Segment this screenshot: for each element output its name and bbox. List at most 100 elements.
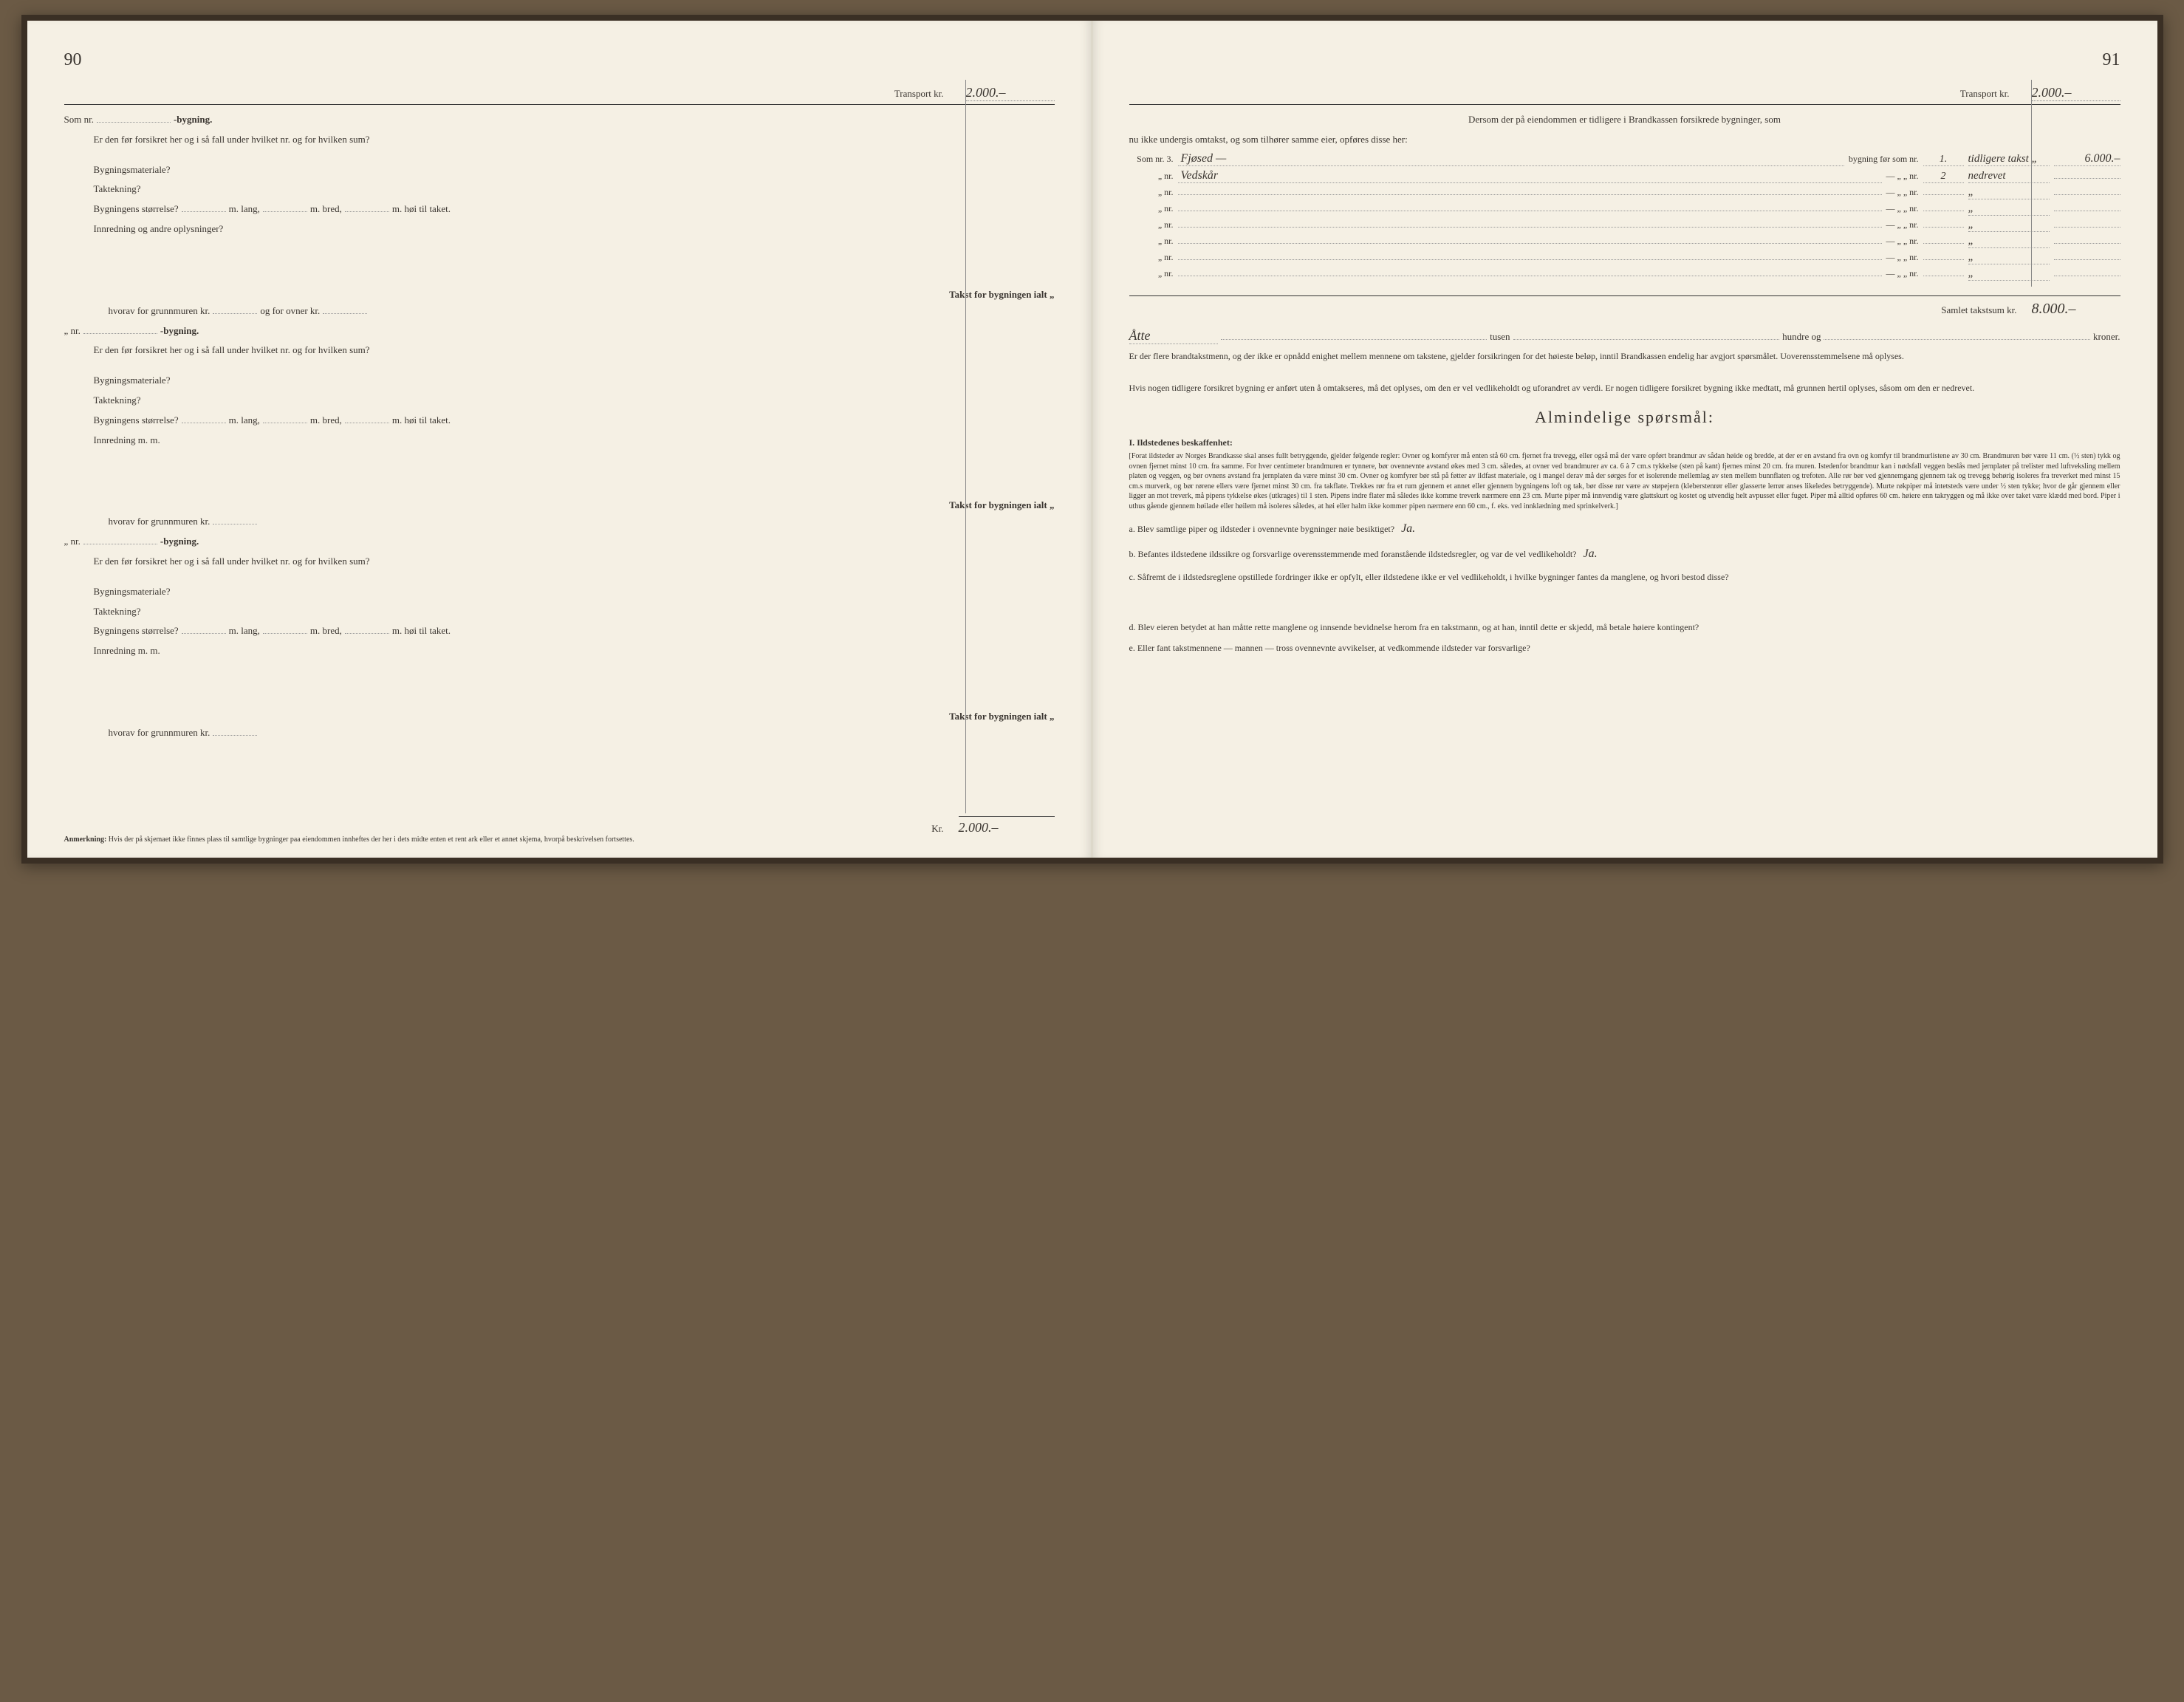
row-amount xyxy=(2054,178,2120,179)
storrelse-line: Bygningens størrelse? m. lang, m. bred, … xyxy=(64,202,1055,217)
row-amount: 6.000.– xyxy=(2054,152,2120,166)
para-tidligere: Hvis nogen tidligere forsikret bygning e… xyxy=(1129,382,2120,394)
qa-b-text: b. Befantes ildstedene ildssikre og fors… xyxy=(1129,549,1577,559)
m-hoi: m. høi til taket. xyxy=(392,202,451,217)
page-left: 90 Transport kr. 2.000.– Som nr. -bygnin… xyxy=(27,21,1092,858)
transport-label: Transport kr. xyxy=(894,88,944,100)
row-nr-label: „ nr. xyxy=(1129,171,1174,182)
som-nr-line: Som nr. -bygning. xyxy=(64,112,1055,128)
qa-d: d. Blev eieren betydet at han måtte rett… xyxy=(1129,621,2120,634)
row-amount xyxy=(2054,227,2120,228)
row-takst: „ xyxy=(1968,186,2050,199)
row-nr-label: „ nr. xyxy=(1129,203,1174,214)
taktekning: Taktekning? xyxy=(64,182,1055,197)
footnote-text: Hvis der på skjemaet ikke finnes plass t… xyxy=(109,835,634,844)
building-row: „ nr.— „ „ nr.„ xyxy=(1129,251,2120,264)
row-desc: Fjøsed — xyxy=(1178,152,1844,166)
row-amount xyxy=(2054,259,2120,260)
column-rule xyxy=(965,80,966,813)
sec1-title: I. Ildstedenes beskaffenhet: xyxy=(1129,437,2120,448)
qa-b: b. Befantes ildstedene ildssikre og fors… xyxy=(1129,545,2120,563)
row-takst: „ xyxy=(1968,267,2050,281)
materiale-3: Bygningsmateriale? xyxy=(64,584,1055,600)
row-takst: „ xyxy=(1968,219,2050,232)
materiale-2: Bygningsmateriale? xyxy=(64,373,1055,389)
building-row: „ nr.— „ „ nr.„ xyxy=(1129,267,2120,281)
storrelse-line-3: Bygningens størrelse? m. lang, m. bred, … xyxy=(64,623,1055,639)
transport-row-left: Transport kr. 2.000.– xyxy=(64,85,1055,105)
sum-row: Kr. 2.000.– xyxy=(64,816,1055,835)
bygning-suffix: -bygning. xyxy=(174,112,212,128)
tusen-word: Åtte xyxy=(1129,328,1218,344)
samlet-label: Samlet takstsum kr. xyxy=(1941,304,2016,316)
row-nr-label: „ nr. xyxy=(1129,236,1174,247)
row-mid: — „ „ nr. xyxy=(1886,187,1919,198)
m-lang: m. lang, xyxy=(229,202,260,217)
q-forsikret-3: Er den før forsikret her og i så fall un… xyxy=(64,554,1055,570)
og-ovner: og for ovner kr. xyxy=(260,304,320,319)
nr-prefix: „ nr. xyxy=(64,324,81,339)
open-book: 90 Transport kr. 2.000.– Som nr. -bygnin… xyxy=(21,15,2163,864)
transport-row-right: Transport kr. 2.000.– xyxy=(1129,85,2120,105)
qa-c: c. Såfremt de i ildstedsreglene opstille… xyxy=(1129,570,2120,584)
takst-label: Takst for bygningen ialt „ xyxy=(64,289,1055,301)
takst-label-3: Takst for bygningen ialt „ xyxy=(64,711,1055,722)
qa-a-text: a. Blev samtlige piper og ildsteder i ov… xyxy=(1129,524,1395,534)
row-nr2: 2 xyxy=(1923,171,1964,183)
storrelse-pre: Bygningens størrelse? xyxy=(94,202,179,217)
row-desc: Vedskår xyxy=(1178,169,1882,183)
row-takst: nedrevet xyxy=(1968,170,2050,183)
innredning: Innredning og andre oplysninger? xyxy=(64,222,1055,237)
row-nr2: 1. xyxy=(1923,154,1964,166)
row-nr2 xyxy=(1923,243,1964,244)
takst-label-2: Takst for bygningen ialt „ xyxy=(64,499,1055,511)
q-forsikret-2: Er den før forsikret her og i så fall un… xyxy=(64,343,1055,358)
qa-b-answer: Ja. xyxy=(1579,547,1598,560)
storrelse-line-2: Bygningens størrelse? m. lang, m. bred, … xyxy=(64,413,1055,428)
fineprint: [Forat ildsteder av Norges Brandkasse sk… xyxy=(1129,451,2120,511)
kroner-line: Åtte tusen hundre og kroner. xyxy=(1129,328,2120,344)
tusen: tusen xyxy=(1490,331,1510,343)
row-nr-label: „ nr. xyxy=(1129,187,1174,198)
hundre: hundre og xyxy=(1782,331,1821,343)
row-nr2 xyxy=(1923,194,1964,195)
row-takst: tidligere takst „ xyxy=(1968,153,2050,166)
row-nr2 xyxy=(1923,259,1964,260)
building-row: „ nr.— „ „ nr.„ xyxy=(1129,235,2120,248)
row-takst: „ xyxy=(1968,251,2050,264)
row-desc xyxy=(1178,259,1882,260)
page-number-left: 90 xyxy=(64,50,1055,70)
materiale: Bygningsmateriale? xyxy=(64,163,1055,178)
row-mid: bygning før som nr. xyxy=(1849,154,1919,165)
innredning-2: Innredning m. m. xyxy=(64,433,1055,448)
samlet-row: Samlet takstsum kr. 8.000.– xyxy=(1129,295,2120,318)
building-row: „ nr.Vedskår— „ „ nr.2nedrevet xyxy=(1129,169,2120,183)
page-right: 91 Transport kr. 2.000.– Dersom der på e… xyxy=(1092,21,2157,858)
column-rule-right xyxy=(2031,80,2032,287)
footnote: Anmerkning: Hvis der på skjemaet ikke fi… xyxy=(64,835,1055,844)
heading-spm: Almindelige spørsmål: xyxy=(1129,408,2120,427)
hvorav-line-3: hvorav for grunnmuren kr. xyxy=(64,725,1055,741)
qa-a-answer: Ja. xyxy=(1397,522,1415,535)
hvorav-line-2: hvorav for grunnmuren kr. xyxy=(64,514,1055,530)
row-nr-label: „ nr. xyxy=(1129,268,1174,279)
transport-value-r: 2.000.– xyxy=(2032,85,2120,101)
qa-e: e. Eller fant takstmennene — mannen — tr… xyxy=(1129,641,2120,655)
para-flere: Er der flere brandtakstmenn, og der ikke… xyxy=(1129,350,2120,363)
page-number-right: 91 xyxy=(1129,50,2120,70)
row-takst: „ xyxy=(1968,202,2050,216)
nr-line-2: „ nr. -bygning. xyxy=(64,324,1055,339)
sum-kr-label: Kr. xyxy=(931,823,943,835)
m-bred: m. bred, xyxy=(310,202,342,217)
bygning-suffix-2: -bygning. xyxy=(160,324,199,339)
row-amount xyxy=(2054,243,2120,244)
row-desc xyxy=(1178,194,1882,195)
footnote-label: Anmerkning: xyxy=(64,835,107,844)
intro-2: nu ikke undergis omtakst, og som tilhøre… xyxy=(1129,132,2120,148)
q-forsikret: Er den før forsikret her og i så fall un… xyxy=(64,132,1055,148)
som-nr-label: Som nr. xyxy=(64,112,94,128)
row-nr-label: „ nr. xyxy=(1129,252,1174,263)
row-nr2 xyxy=(1923,227,1964,228)
transport-value: 2.000.– xyxy=(966,85,1055,101)
building-row: „ nr. — „ „ nr. „ xyxy=(1129,186,2120,199)
